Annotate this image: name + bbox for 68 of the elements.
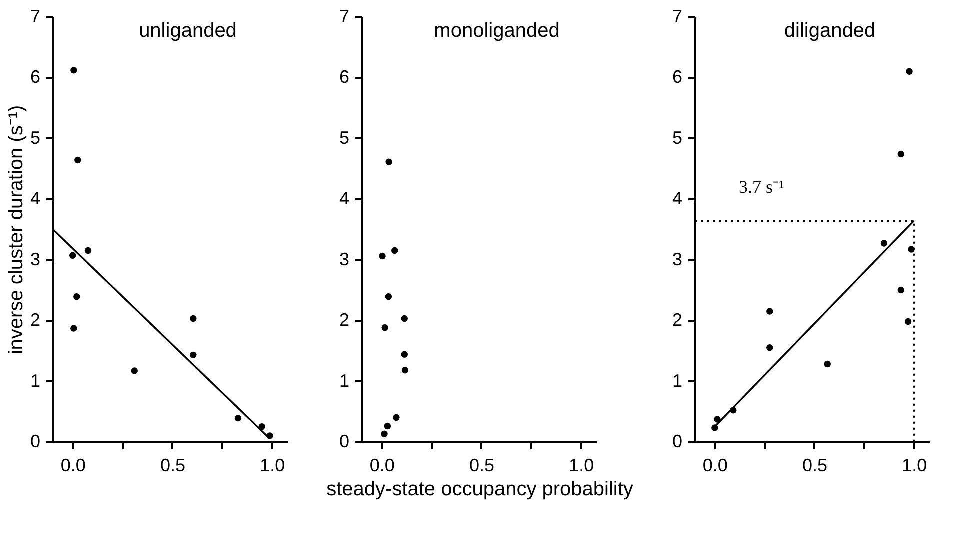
y-tick-label: 3 <box>672 249 682 270</box>
x-axis-title: steady-state occupancy probability <box>326 478 634 500</box>
chart-title: monoliganded <box>434 20 560 42</box>
point <box>131 368 138 374</box>
y-tick-label: 7 <box>30 6 40 26</box>
point <box>393 414 400 422</box>
point <box>766 308 774 315</box>
y-tick-label: 2 <box>672 310 682 330</box>
chart-title: diliganded <box>784 20 876 42</box>
point <box>70 252 76 259</box>
y-tick-label: 6 <box>339 67 350 88</box>
y-axis-title: inverse cluster duration (s⁻¹) <box>5 105 28 355</box>
y-tick-label: 1 <box>672 370 682 391</box>
x-tick-label: 0.0 <box>370 456 395 476</box>
point <box>824 360 831 368</box>
y-tick-label: 7 <box>339 6 350 26</box>
point <box>402 367 409 374</box>
y-tick-label: 3 <box>339 249 350 270</box>
y-tick-label: 3 <box>30 249 40 270</box>
point <box>880 240 888 247</box>
point <box>74 294 80 300</box>
point <box>384 422 392 430</box>
y-tick-label: 1 <box>30 370 40 391</box>
point <box>401 351 408 358</box>
point <box>392 247 398 254</box>
y-tick-label: 4 <box>30 188 40 209</box>
y-tick-label: 5 <box>30 128 40 148</box>
point <box>766 344 774 352</box>
x-tick-label: 1.0 <box>569 456 594 476</box>
point <box>898 150 904 158</box>
x-tick-label: 1.0 <box>902 456 928 476</box>
y-tick-label: 7 <box>672 6 682 26</box>
y-tick-label: 0 <box>672 432 682 452</box>
point <box>190 352 197 359</box>
x-tick-label: 0.0 <box>60 456 86 476</box>
point <box>190 315 197 322</box>
y-tick-label: 5 <box>339 128 350 148</box>
point <box>234 414 242 422</box>
y-tick-label: 2 <box>30 310 40 330</box>
x-tick-label: 0.5 <box>802 456 828 476</box>
point <box>379 252 386 260</box>
y-tick-label: 4 <box>339 188 350 209</box>
x-tick-label: 0.5 <box>469 456 495 476</box>
point <box>74 156 82 164</box>
y-tick-label: 1 <box>339 370 350 391</box>
y-tick-label: 6 <box>672 67 682 88</box>
x-tick-label: 0.5 <box>160 456 186 476</box>
point <box>904 318 912 326</box>
y-tick-label: 0 <box>30 432 40 452</box>
point <box>70 325 78 332</box>
point <box>382 324 388 332</box>
point <box>381 430 388 438</box>
x-tick-label: 1.0 <box>260 456 286 476</box>
point <box>898 286 904 294</box>
point <box>84 247 92 254</box>
y-tick-label: 4 <box>672 188 682 209</box>
x-tick-label: 0.0 <box>702 456 728 476</box>
y-tick-label: 0 <box>339 432 350 452</box>
y-tick-label: 2 <box>339 310 350 330</box>
y-tick-label: 5 <box>672 128 682 148</box>
point <box>386 158 392 166</box>
chart-title: unliganded <box>139 20 237 42</box>
annotation: 3.7 s⁻¹ <box>739 177 784 197</box>
y-tick-label: 6 <box>30 67 40 88</box>
point <box>70 67 78 74</box>
point <box>385 294 392 300</box>
point <box>906 68 913 75</box>
point <box>401 315 408 322</box>
